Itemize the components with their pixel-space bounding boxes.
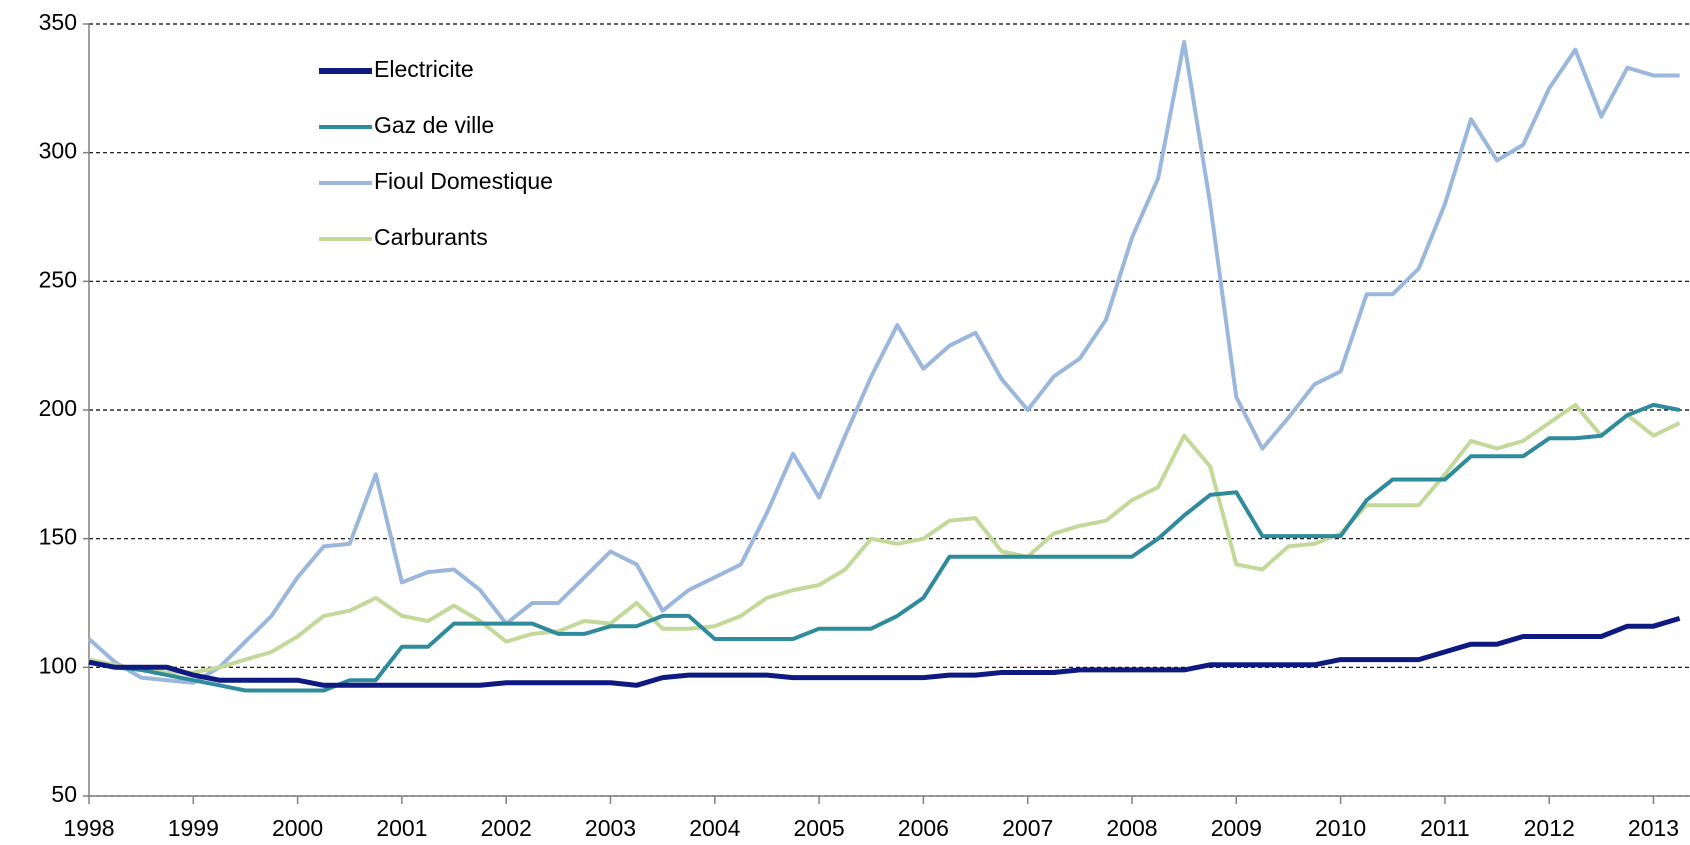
y-tick-label: 250 (39, 266, 77, 292)
x-tick-label: 2010 (1315, 815, 1366, 841)
x-tick-label: 2008 (1106, 815, 1157, 841)
x-tick-label: 2009 (1211, 815, 1262, 841)
series-line (88, 616, 1681, 688)
x-tick-label: 2002 (481, 815, 532, 841)
series-line (88, 402, 1680, 693)
legend-label: Gaz de ville (374, 112, 494, 138)
y-tick-label: 350 (39, 9, 77, 35)
x-tick-label: 2007 (1002, 815, 1053, 841)
y-tick-label: 100 (39, 652, 77, 678)
x-tick-label: 2012 (1524, 815, 1575, 841)
legend-label: Fioul Domestique (374, 168, 553, 194)
x-tick-label: 2000 (272, 815, 323, 841)
x-tick-label: 1999 (168, 815, 219, 841)
x-tick-label: 1998 (63, 815, 114, 841)
x-tick-label: 2003 (585, 815, 636, 841)
series-line (87, 40, 1680, 685)
y-tick-label: 150 (39, 524, 77, 550)
legend-label: Electricite (374, 56, 474, 82)
y-tick-label: 200 (39, 395, 77, 421)
y-tick-label: 50 (51, 781, 77, 807)
x-tick-label: 2006 (898, 815, 949, 841)
x-tick-label: 2013 (1628, 815, 1679, 841)
x-tick-label: 2001 (376, 815, 427, 841)
x-tick-label: 2004 (689, 815, 740, 841)
x-tick-label: 2005 (794, 815, 845, 841)
series-line (88, 402, 1681, 675)
y-tick-label: 300 (39, 138, 77, 164)
legend-label: Carburants (374, 224, 488, 250)
x-tick-label: 2011 (1420, 815, 1469, 841)
